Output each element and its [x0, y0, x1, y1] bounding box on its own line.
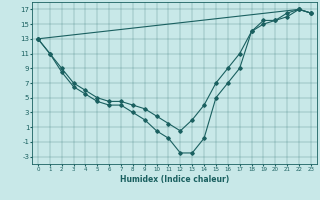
- X-axis label: Humidex (Indice chaleur): Humidex (Indice chaleur): [120, 175, 229, 184]
